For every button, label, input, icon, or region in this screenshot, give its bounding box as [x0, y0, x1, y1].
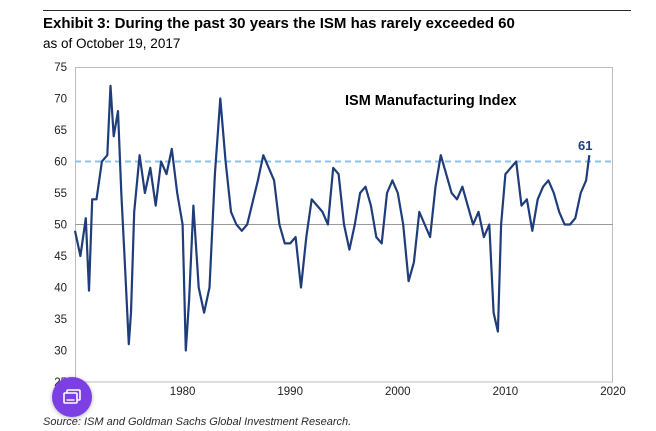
y-tick-label: 45: [54, 251, 67, 263]
series-annotation: ISM Manufacturing Index: [345, 93, 517, 109]
ism-series-line: [73, 84, 591, 352]
y-tick-label: 70: [54, 94, 67, 106]
x-tick-label: 1980: [170, 386, 196, 398]
chart-subtitle: as of October 19, 2017: [43, 36, 181, 51]
y-tick-label: 65: [54, 125, 67, 137]
gallery-icon: [63, 389, 81, 405]
y-tick-label: 60: [54, 157, 67, 169]
x-tick-label: 2010: [493, 386, 519, 398]
top-rule: [43, 10, 631, 11]
y-tick-label: 55: [54, 188, 67, 200]
floating-action-button[interactable]: [52, 377, 92, 417]
x-tick-label: 2000: [385, 386, 411, 398]
y-tick-label: 40: [54, 283, 67, 295]
x-tick-label: 2020: [600, 386, 626, 398]
y-tick-label: 50: [54, 220, 67, 232]
x-tick-label: 1990: [277, 386, 303, 398]
last-value-label: 61: [578, 138, 592, 153]
y-tick-label: 30: [54, 346, 67, 358]
ism-line-chart: 2530354045505560657075 19701980199020002…: [54, 62, 626, 398]
y-tick-label: 35: [54, 314, 67, 326]
y-tick-label: 75: [54, 62, 67, 74]
source-note: Source: ISM and Goldman Sachs Global Inv…: [43, 416, 352, 428]
chart-title: Exhibit 3: During the past 30 years the …: [43, 15, 515, 32]
